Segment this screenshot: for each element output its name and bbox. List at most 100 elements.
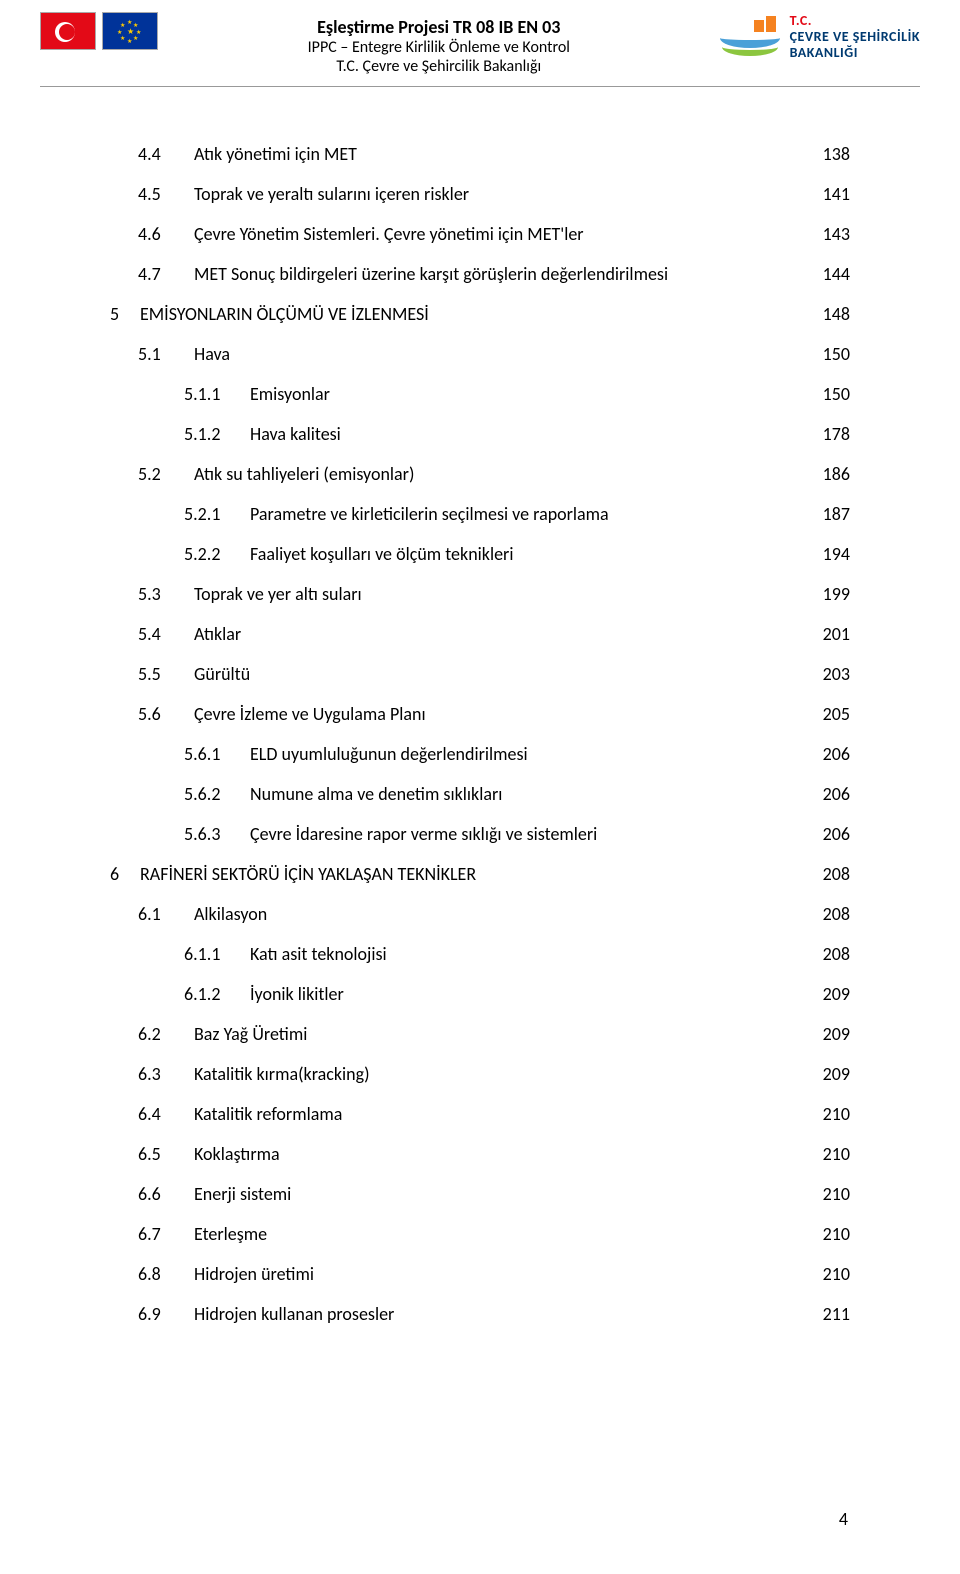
toc-entry: 5.1.2Hava kalitesi 178 — [110, 423, 850, 445]
toc-entry-title: Enerji sistemi — [194, 1183, 291, 1205]
toc-entry-title: Katalitik reformlama — [194, 1103, 342, 1125]
toc-entry-title: Numune alma ve denetim sıklıkları — [250, 783, 502, 805]
toc-entry-page: 209 — [823, 1023, 850, 1045]
toc-entry-page: 150 — [823, 383, 850, 405]
toc-entry-number: 6.8 — [138, 1263, 194, 1285]
toc-entry-page: 201 — [823, 623, 850, 645]
toc-entry-title: Baz Yağ Üretimi — [194, 1023, 307, 1045]
toc-entry-page: 205 — [823, 703, 850, 725]
toc-entry-title: Eterleşme — [194, 1223, 267, 1245]
toc-entry: 6.8Hidrojen üretimi 210 — [110, 1263, 850, 1285]
toc-entry-number: 5.6 — [138, 703, 194, 725]
toc-entry: 4.5Toprak ve yeraltı sularını içeren ris… — [110, 183, 850, 205]
toc-entry-number: 6.1 — [138, 903, 194, 925]
toc-entry: 6.4Katalitik reformlama 210 — [110, 1103, 850, 1125]
toc-entry-number: 4.5 — [138, 183, 194, 205]
toc-entry-title: Koklaştırma — [194, 1143, 280, 1165]
ministry-tc: T.C. — [790, 12, 920, 29]
toc-entry-page: 209 — [823, 983, 850, 1005]
toc-entry-title: Hava kalitesi — [250, 423, 341, 445]
toc-entry-number: 5 — [110, 303, 140, 325]
toc-entry-number: 5.6.3 — [184, 823, 250, 845]
toc-entry-page: 210 — [823, 1183, 850, 1205]
toc-entry-page: 210 — [823, 1103, 850, 1125]
toc-entry-title: Katı asit teknolojisi — [250, 943, 387, 965]
toc-entry: 5.2.1Parametre ve kirleticilerin seçilme… — [110, 503, 850, 525]
toc-entry-number: 6.2 — [138, 1023, 194, 1045]
toc-entry-title: EMİSYONLARIN ÖLÇÜMÜ VE İZLENMESİ — [140, 303, 429, 325]
toc-entry-page: 199 — [823, 583, 850, 605]
toc-entry-page: 141 — [823, 183, 850, 205]
toc-entry-page: 208 — [823, 863, 850, 885]
toc-entry-title: Çevre İzleme ve Uygulama Planı — [194, 703, 426, 725]
toc-entry-title: İyonik likitler — [250, 983, 344, 1005]
ministry-logo-icon — [720, 12, 782, 60]
toc-entry: 5.3Toprak ve yer altı suları199 — [110, 583, 850, 605]
toc-entry-title: Hidrojen kullanan prosesler — [194, 1303, 394, 1325]
toc-entry: 5.1.1Emisyonlar150 — [110, 383, 850, 405]
ministry-logo: T.C. ÇEVRE VE ŞEHİRCİLİK BAKANLIĞI — [720, 12, 920, 60]
toc-entry: 5.6.1ELD uyumluluğunun değerlendirilmesi… — [110, 743, 850, 765]
toc-entry-page: 178 — [823, 423, 850, 445]
toc-entry-page: 208 — [823, 903, 850, 925]
toc-entry-page: 138 — [823, 143, 850, 165]
toc-entry-title: Atıklar — [194, 623, 241, 645]
toc-entry-page: 206 — [823, 823, 850, 845]
toc-entry: 6RAFİNERİ SEKTÖRÜ İÇİN YAKLAŞAN TEKNİKLE… — [110, 863, 850, 885]
toc-entry-number: 6.1.1 — [184, 943, 250, 965]
eu-flag-icon: ★★ ★★ ★★ ★★ — [102, 12, 158, 50]
toc-entry-title: Atık su tahliyeleri (emisyonlar) — [194, 463, 414, 485]
toc-entry-page: 148 — [823, 303, 850, 325]
toc-entry-number: 4.4 — [138, 143, 194, 165]
toc-entry-page: 211 — [823, 1303, 850, 1325]
toc-entry-page: 210 — [823, 1223, 850, 1245]
toc-entry-title: Toprak ve yeraltı sularını içeren riskle… — [194, 183, 469, 205]
toc-entry: 6.7Eterleşme210 — [110, 1223, 850, 1245]
toc-entry-number: 6.3 — [138, 1063, 194, 1085]
header-title-line2: IPPC – Entegre Kirlilik Önleme ve Kontro… — [158, 38, 720, 57]
toc-entry-number: 6.4 — [138, 1103, 194, 1125]
toc-entry-number: 4.7 — [138, 263, 194, 285]
toc-entry: 5.6.2Numune alma ve denetim sıklıkları 20… — [110, 783, 850, 805]
toc-entry-number: 5.1 — [138, 343, 194, 365]
toc-entry-title: RAFİNERİ SEKTÖRÜ İÇİN YAKLAŞAN TEKNİKLER — [140, 863, 476, 885]
toc-entry-number: 6.1.2 — [184, 983, 250, 1005]
toc-entry-title: Faaliyet koşulları ve ölçüm teknikleri — [250, 543, 513, 565]
toc-entry-number: 6 — [110, 863, 140, 885]
toc-entry-page: 206 — [823, 743, 850, 765]
toc-entry: 5.2Atık su tahliyeleri (emisyonlar)186 — [110, 463, 850, 485]
toc-entry: 5.4Atıklar201 — [110, 623, 850, 645]
toc-entry-number: 5.2.1 — [184, 503, 250, 525]
toc-entry-title: Emisyonlar — [250, 383, 330, 405]
toc-entry-number: 6.6 — [138, 1183, 194, 1205]
toc-entry: 6.9Hidrojen kullanan prosesler211 — [110, 1303, 850, 1325]
toc-entry: 6.2Baz Yağ Üretimi 209 — [110, 1023, 850, 1045]
toc-entry: 5.2.2Faaliyet koşulları ve ölçüm teknikl… — [110, 543, 850, 565]
ministry-name-line2: BAKANLIĞI — [790, 45, 920, 60]
toc-entry: 5.1Hava150 — [110, 343, 850, 365]
toc-entry-page: 210 — [823, 1143, 850, 1165]
toc-entry-page: 206 — [823, 783, 850, 805]
toc-entry-number: 5.1.2 — [184, 423, 250, 445]
toc-entry: 5.6Çevre İzleme ve Uygulama Planı 205 — [110, 703, 850, 725]
toc-entry-title: MET Sonuç bildirgeleri üzerine karşıt gö… — [194, 263, 668, 285]
toc-entry-page: 194 — [823, 543, 850, 565]
toc-entry-page: 143 — [823, 223, 850, 245]
toc-entry-page: 208 — [823, 943, 850, 965]
toc-entry-page: 210 — [823, 1263, 850, 1285]
toc-entry-number: 5.6.2 — [184, 783, 250, 805]
toc-entry: 6.6Enerji sistemi 210 — [110, 1183, 850, 1205]
header-title-line1: Eşleştirme Projesi TR 08 IB EN 03 — [158, 16, 720, 38]
toc-entry-title: Hidrojen üretimi — [194, 1263, 314, 1285]
toc-entry: 5.5Gürültü203 — [110, 663, 850, 685]
toc-entry: 6.1Alkilasyon208 — [110, 903, 850, 925]
toc-entry-title: Parametre ve kirleticilerin seçilmesi ve… — [250, 503, 609, 525]
toc-entry: 4.7MET Sonuç bildirgeleri üzerine karşıt… — [110, 263, 850, 285]
toc-entry: 5EMİSYONLARIN ÖLÇÜMÜ VE İZLENMESİ 148 — [110, 303, 850, 325]
toc-entry: 6.3Katalitik kırma(kracking) 209 — [110, 1063, 850, 1085]
toc-entry-title: Katalitik kırma(kracking) — [194, 1063, 370, 1085]
toc-entry-title: ELD uyumluluğunun değerlendirilmesi — [250, 743, 528, 765]
ministry-name-line1: ÇEVRE VE ŞEHİRCİLİK — [790, 29, 920, 44]
toc-entry-page: 209 — [823, 1063, 850, 1085]
toc-entry-number: 5.3 — [138, 583, 194, 605]
